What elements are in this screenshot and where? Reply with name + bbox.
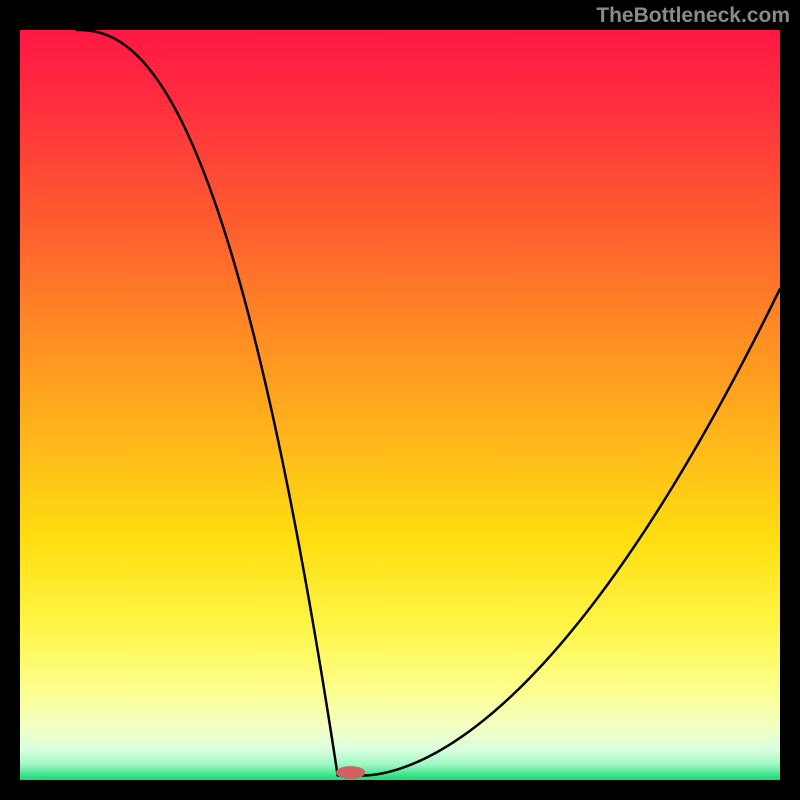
plot-background xyxy=(20,30,780,780)
chart-container: TheBottleneck.com xyxy=(0,0,800,800)
bottleneck-chart xyxy=(0,0,800,800)
watermark-text: TheBottleneck.com xyxy=(596,4,790,28)
optimal-point-marker xyxy=(337,767,365,779)
